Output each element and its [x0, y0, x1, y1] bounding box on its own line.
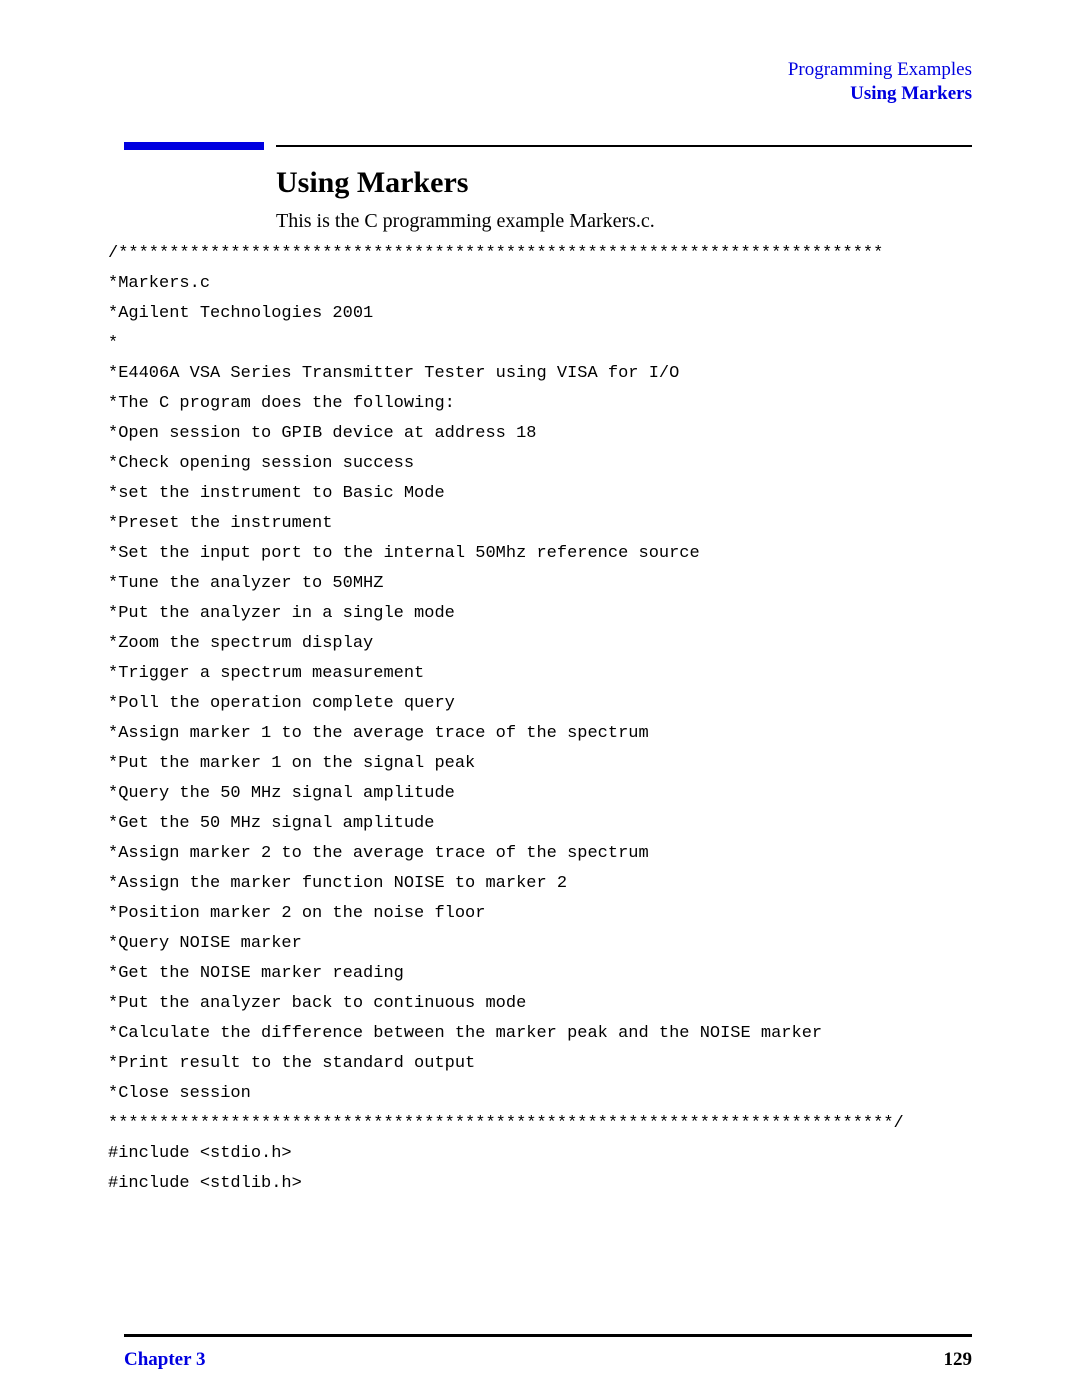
document-page: Programming Examples Using Markers Using…	[0, 0, 1080, 1397]
footer-rule	[124, 1334, 972, 1337]
running-header: Programming Examples Using Markers	[108, 58, 972, 106]
header-section-title: Using Markers	[108, 82, 972, 106]
intro-paragraph: This is the C programming example Marker…	[276, 210, 972, 233]
header-chapter-title: Programming Examples	[108, 58, 972, 82]
page-footer: Chapter 3 129	[124, 1349, 972, 1371]
page-title: Using Markers	[276, 166, 972, 200]
code-listing: /***************************************…	[108, 239, 972, 1199]
title-rule-accent	[124, 142, 264, 150]
title-rule	[108, 142, 972, 150]
footer-chapter-label: Chapter 3	[124, 1349, 205, 1371]
title-rule-line	[276, 145, 972, 147]
footer-page-number: 129	[944, 1349, 973, 1371]
content-header: Using Markers This is the C programming …	[276, 166, 972, 233]
